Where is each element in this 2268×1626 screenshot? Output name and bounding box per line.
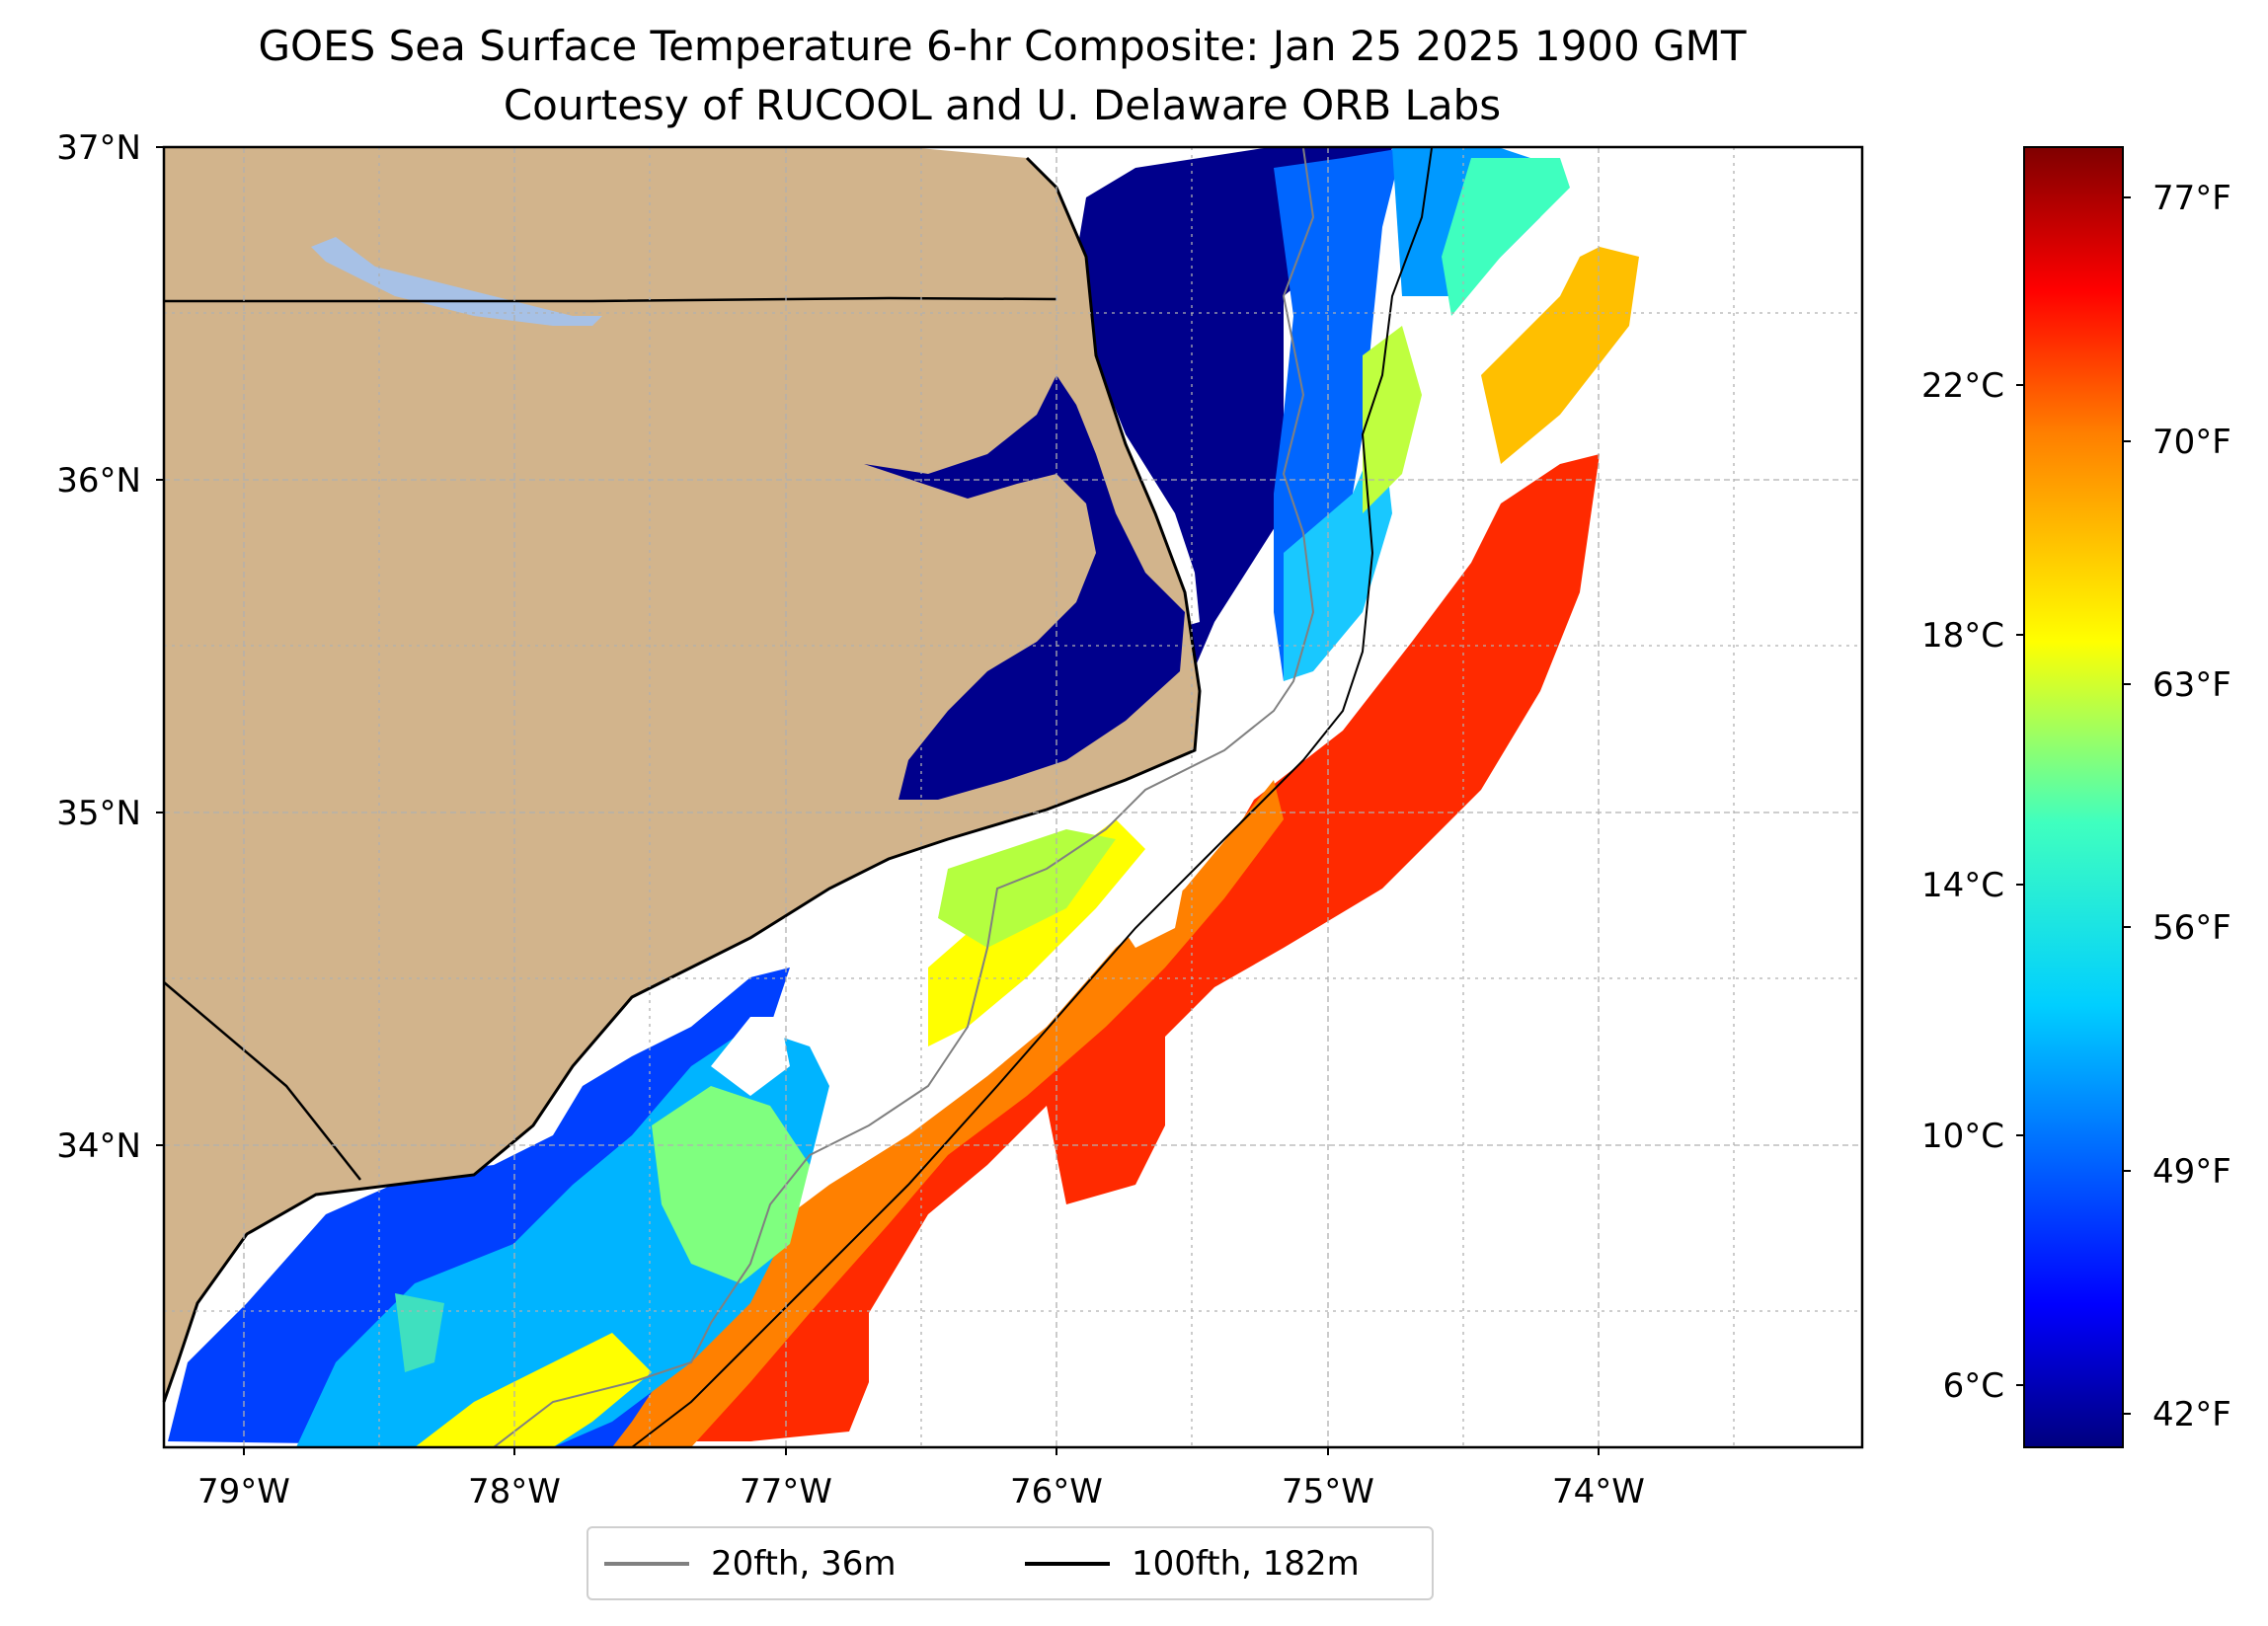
legend: 20fth, 36m 100fth, 182m	[587, 1526, 1434, 1600]
colorbar-celsius-label: 6°C	[1943, 1366, 2004, 1406]
legend-label: 100fth, 182m	[1132, 1543, 1360, 1584]
gulf-stream-north	[1481, 247, 1639, 464]
lake-gaston	[311, 237, 602, 326]
lat-tick-label: 36°N	[56, 461, 141, 501]
colorbar-fahrenheit-label: 56°F	[2152, 908, 2231, 948]
colorbar-celsius-label: 10°C	[1921, 1117, 2004, 1156]
lon-tick-label: 78°W	[468, 1472, 561, 1511]
state-border-va-nc	[164, 296, 1057, 303]
land-north-carolina	[164, 147, 1200, 1402]
colorbar-fahrenheit-label: 49°F	[2152, 1152, 2231, 1192]
isobath-100fth	[631, 147, 1433, 1448]
colorbar	[2023, 146, 2124, 1448]
lon-tick-label: 77°W	[740, 1472, 832, 1511]
map-title: GOES Sea Surface Temperature 6-hr Compos…	[258, 22, 1747, 70]
map-subtitle: Courtesy of RUCOOL and U. Delaware ORB L…	[503, 81, 1502, 129]
legend-label: 20fth, 36m	[711, 1543, 897, 1584]
gridlines	[164, 147, 1862, 1447]
lon-tick-label: 79°W	[197, 1472, 290, 1511]
legend-line-gray	[604, 1561, 689, 1566]
colorbar-fahrenheit-ticks	[2123, 196, 2131, 1415]
lon-ticks	[243, 1447, 1600, 1455]
colorbar-fahrenheit-label: 77°F	[2152, 179, 2231, 218]
lat-ticks	[156, 146, 164, 1146]
colorbar-celsius-label: 18°C	[1921, 616, 2004, 656]
legend-line-black	[1025, 1561, 1110, 1566]
lat-tick-label: 35°N	[56, 794, 141, 833]
lon-tick-label: 75°W	[1282, 1472, 1374, 1511]
colorbar-celsius-ticks	[2016, 384, 2024, 1386]
colorbar-celsius-label: 14°C	[1921, 866, 2004, 905]
legend-item-100fth: 100fth, 182m	[1025, 1528, 1360, 1598]
lon-tick-label: 76°W	[1010, 1472, 1103, 1511]
colorbar-fahrenheit-label: 63°F	[2152, 665, 2231, 705]
colorbar-fahrenheit-label: 70°F	[2152, 423, 2231, 462]
colorbar-fahrenheit-label: 42°F	[2152, 1395, 2231, 1434]
lat-tick-label: 34°N	[56, 1126, 141, 1166]
legend-item-20fth: 20fth, 36m	[604, 1528, 897, 1598]
isobath-20fth	[493, 147, 1315, 1448]
lat-tick-label: 37°N	[56, 128, 141, 168]
lon-tick-label: 74°W	[1552, 1472, 1645, 1511]
colorbar-celsius-label: 22°C	[1921, 366, 2004, 406]
state-border-sc-nc	[163, 981, 361, 1181]
